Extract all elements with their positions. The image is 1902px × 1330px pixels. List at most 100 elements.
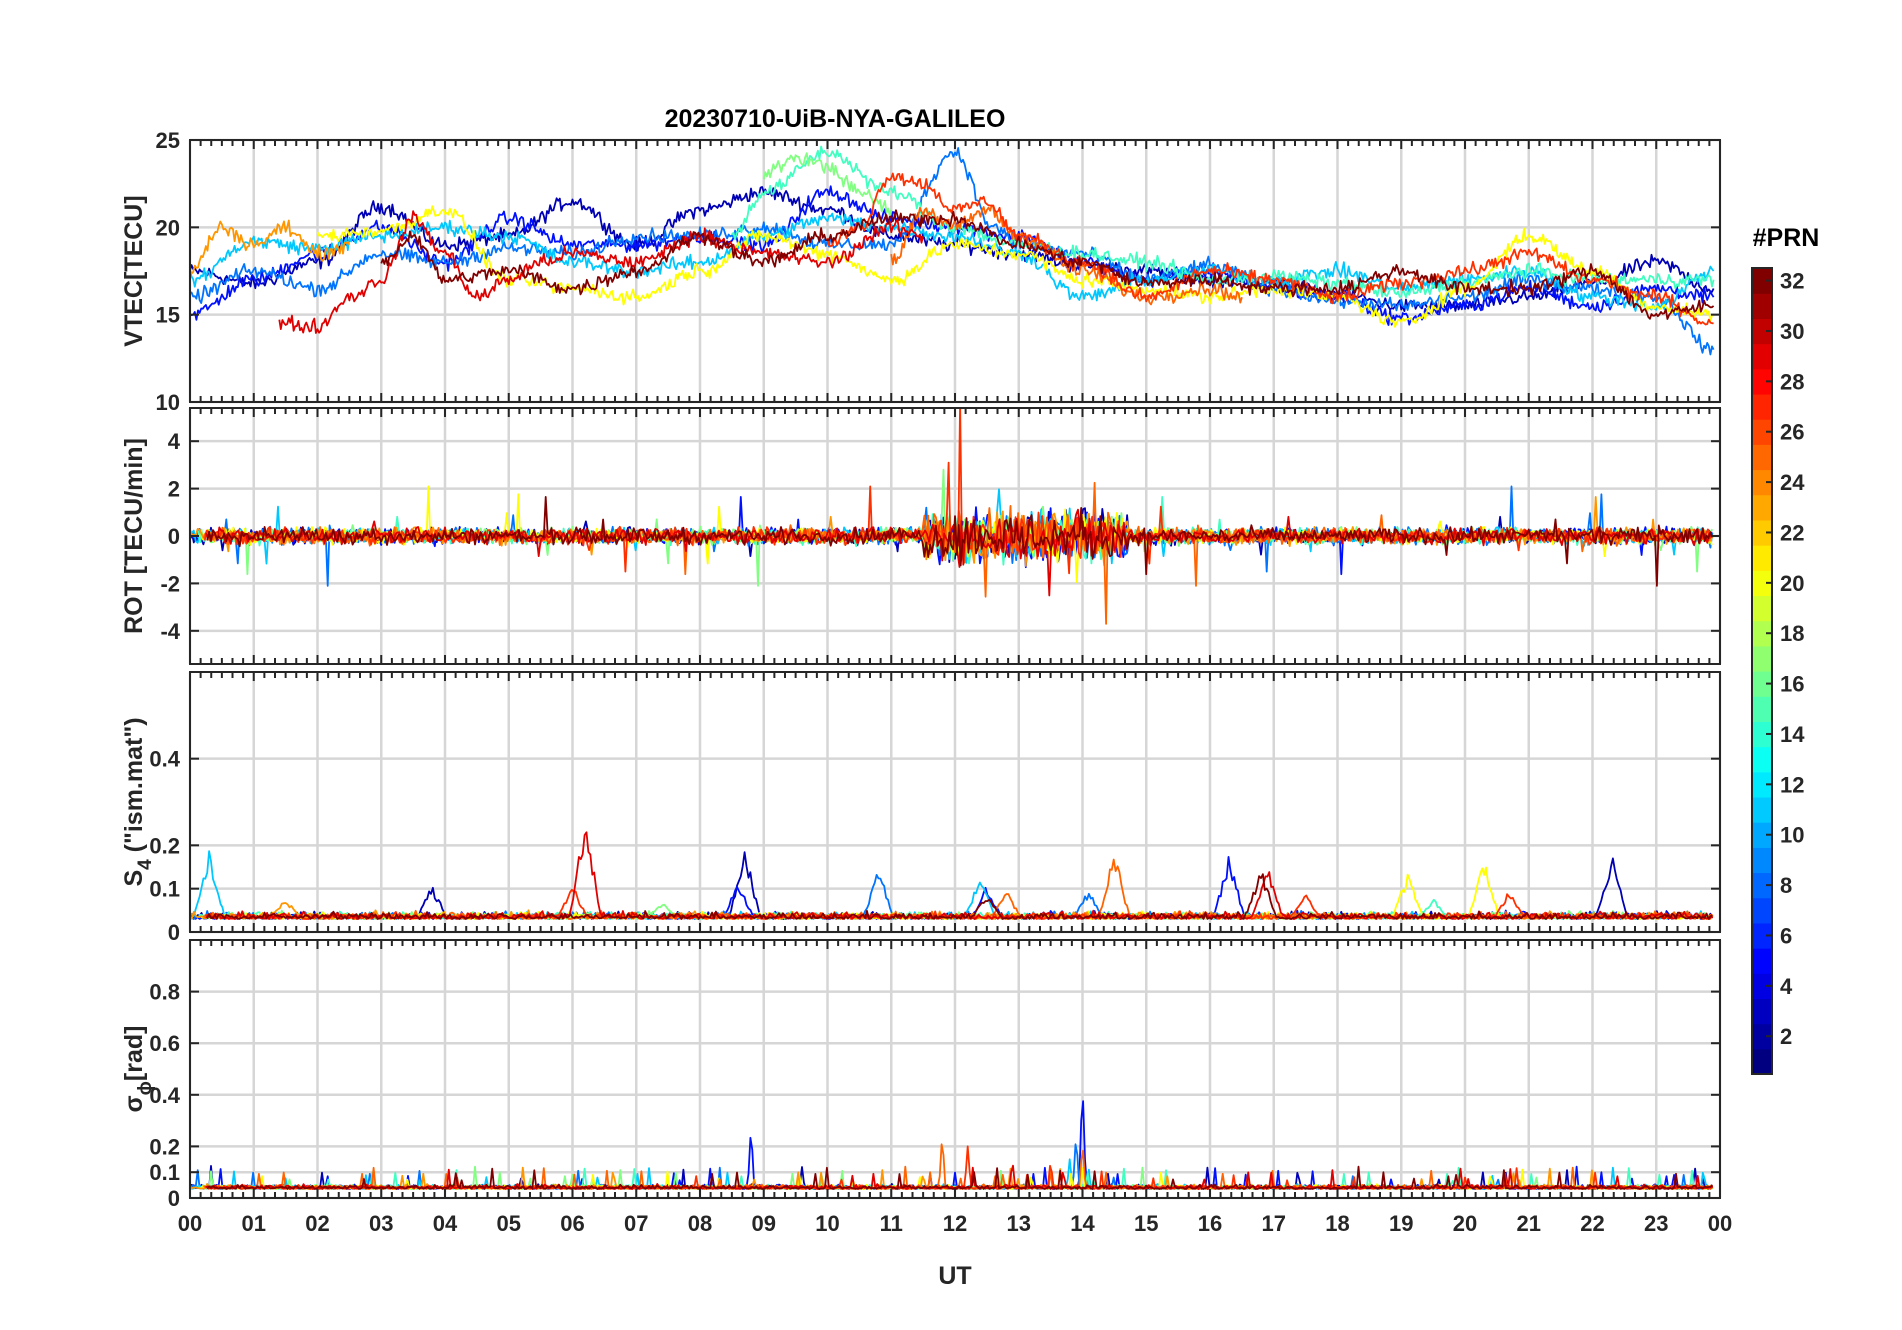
- series-prn-32-s4: [206, 873, 1713, 920]
- y-tick-label-s4: 0: [168, 920, 180, 945]
- colorbar-segment: [1752, 419, 1772, 445]
- x-tick-label: 04: [433, 1211, 458, 1236]
- x-tick-label: 06: [560, 1211, 584, 1236]
- panel-sigphi: 00.10.2 0.4 0.6 0.8 σϕ[rad] 00 01 02 03 04 05 06 07 0…: [120, 939, 1732, 1236]
- colorbar-segment: [1752, 822, 1772, 848]
- series-prn-16-vtec: [762, 152, 893, 217]
- y-axis-label-s4: S4 ("ism.mat"): [120, 717, 156, 886]
- colorbar-tick-label: 26: [1780, 420, 1804, 445]
- x-tick-label: 05: [497, 1211, 521, 1236]
- colorbar-segment: [1752, 494, 1772, 521]
- colorbar-segment: [1752, 973, 1772, 1000]
- series-prn-27-sigphi: [204, 1145, 1712, 1190]
- panel-vtec: 10 15 20 25 VTEC[TECU]: [120, 128, 1722, 415]
- x-tick-label: 17: [1262, 1211, 1286, 1236]
- colorbar-tick-label: 18: [1780, 621, 1804, 646]
- series-prn-11-s4: [190, 850, 1713, 920]
- colorbar-segment: [1752, 343, 1772, 370]
- y-tick-label-vtec: 25: [156, 128, 180, 153]
- y-label-sub: 4: [135, 859, 156, 870]
- colorbar-segment: [1752, 469, 1772, 496]
- y-tick-label-sigphi: 0: [168, 1186, 180, 1211]
- x-tick-label: 20: [1453, 1211, 1477, 1236]
- series-prn-23-vtec: [190, 219, 351, 275]
- colorbar-segment: [1752, 696, 1772, 722]
- colorbar-segment: [1752, 998, 1772, 1025]
- ticks-vtec: [189, 139, 1721, 403]
- traces-vtec: [190, 145, 1715, 356]
- x-axis-label: UT: [938, 1262, 971, 1290]
- x-tick-label: 22: [1580, 1211, 1604, 1236]
- x-tick-label: 15: [1134, 1211, 1158, 1236]
- x-tick-label: 10: [815, 1211, 839, 1236]
- colorbar-tick-label: 10: [1780, 823, 1804, 848]
- colorbar-segment: [1752, 1023, 1772, 1050]
- x-tick-label: 01: [242, 1211, 266, 1236]
- series-prn-5-vtec: [190, 185, 1715, 326]
- colorbar-segment: [1752, 847, 1772, 874]
- series-prn-14-vtec: [731, 145, 1715, 299]
- chart-title: 20230710-UiB-NYA-GALILEO: [665, 105, 1006, 133]
- colorbar-segment: [1752, 570, 1772, 597]
- series-prn-29-vtec: [278, 210, 924, 334]
- colorbar-tick-label: 24: [1780, 470, 1805, 495]
- colorbar-tick-label: 28: [1780, 369, 1804, 394]
- series-prn-32-vtec: [380, 209, 1715, 320]
- x-tick-label: 03: [369, 1211, 393, 1236]
- x-tick-label: 00: [178, 1211, 202, 1236]
- y-tick-label-rot: -4: [160, 619, 180, 644]
- y-label-rest: [rad]: [120, 1026, 148, 1082]
- colorbar-tick-label: 32: [1780, 269, 1804, 294]
- colorbar-segment: [1752, 519, 1772, 546]
- colorbar-tick-label: 4: [1780, 974, 1793, 999]
- colorbar-box: [1751, 267, 1773, 1075]
- y-label-main: S: [120, 870, 148, 887]
- x-tick-label: 21: [1517, 1211, 1541, 1236]
- colorbar-segment: [1752, 393, 1772, 420]
- series-prn-32-rot: [206, 496, 1714, 587]
- series-prn-25-sigphi: [203, 1143, 1714, 1190]
- x-tick-label: 19: [1389, 1211, 1413, 1236]
- colorbar-segment: [1752, 293, 1772, 319]
- y-axis-label-vtec: VTEC[TECU]: [120, 195, 148, 346]
- colorbar-segment: [1752, 872, 1772, 899]
- colorbar-tick-label: 20: [1780, 571, 1804, 596]
- x-tick-label: 02: [305, 1211, 329, 1236]
- grid-s4: [188, 672, 1722, 934]
- grid-sigphi: [188, 940, 1722, 1200]
- colorbar-tick-label: 8: [1780, 873, 1792, 898]
- colorbar-segment: [1752, 796, 1772, 823]
- colorbar-tick-label: 2: [1780, 1024, 1792, 1049]
- colorbar-segment: [1752, 545, 1772, 571]
- colorbar-tick-label: 22: [1780, 520, 1804, 545]
- colorbar-tick-label: 12: [1780, 772, 1804, 797]
- colorbar-segment: [1752, 746, 1772, 773]
- traces-s4: [190, 831, 1714, 920]
- panel-rot: -4 -2 0 2 4 ROT [TECU/min]: [120, 407, 1722, 665]
- x-tick-label: 07: [624, 1211, 648, 1236]
- y-tick-label-vtec: 20: [156, 215, 180, 240]
- y-label-rest: ("ism.mat"): [120, 717, 148, 859]
- y-tick-label-rot: 0: [168, 524, 180, 549]
- colorbar-segment: [1752, 444, 1772, 471]
- colorbar-label: #PRN: [1753, 224, 1820, 252]
- x-tick-label: 16: [1198, 1211, 1222, 1236]
- y-tick-label-s4: 0.2: [149, 833, 180, 858]
- colorbar-segment: [1752, 645, 1772, 672]
- colorbar-segment: [1752, 1048, 1772, 1075]
- colorbar-segment: [1752, 897, 1772, 924]
- x-tick-label: 13: [1007, 1211, 1031, 1236]
- x-tick-label: 23: [1644, 1211, 1668, 1236]
- y-tick-label-vtec: 10: [156, 390, 180, 415]
- y-tick-label-sigphi: 0.8: [149, 980, 180, 1005]
- ticks-sigphi: [189, 940, 1721, 1199]
- y-tick-label-rot: 4: [168, 429, 181, 454]
- series-prn-8-vtec: [190, 147, 1715, 356]
- y-tick-label-rot: -2: [160, 571, 180, 596]
- colorbar-segment: [1752, 268, 1772, 294]
- colorbar-segment: [1752, 922, 1772, 949]
- x-tick-label: 14: [1070, 1211, 1095, 1236]
- colorbar-tick-label: 16: [1780, 672, 1804, 697]
